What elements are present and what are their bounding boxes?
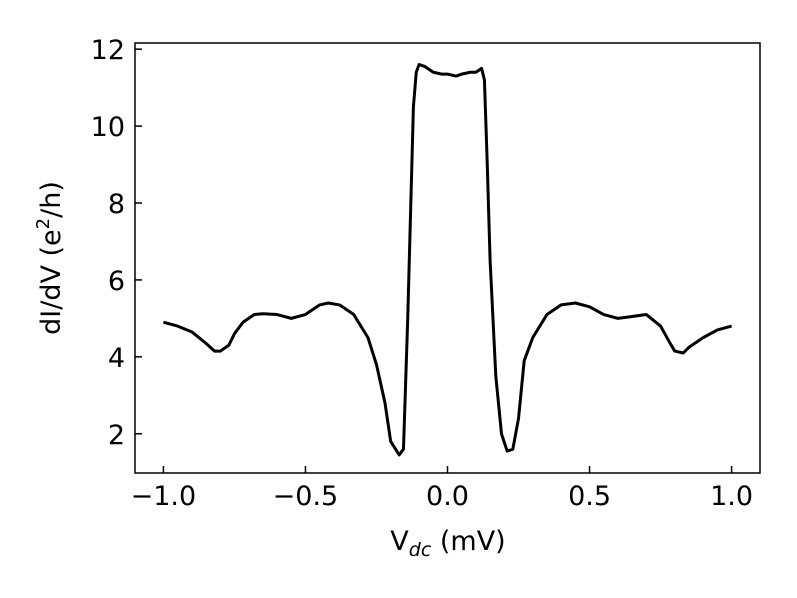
x-tick-label: 0.5	[568, 481, 611, 512]
y-tick-label: 10	[91, 112, 125, 143]
x-axis-label: Vdc (mV)	[390, 526, 505, 561]
y-label-sup: 2	[33, 218, 54, 229]
y-label-main: dI/dV (e	[36, 229, 67, 335]
x-tick-label: −0.5	[273, 481, 339, 512]
x-tick-label: 1.0	[710, 481, 753, 512]
y-tick-label: 4	[108, 343, 125, 374]
x-tick-label: −1.0	[131, 481, 197, 512]
x-label-unit: (mV)	[431, 526, 505, 557]
x-tick-label: 0.0	[426, 481, 469, 512]
y-tick-label: 2	[108, 420, 125, 451]
plot-frame	[134, 42, 761, 474]
x-label-main: V	[390, 526, 409, 557]
y-tick-label: 8	[108, 189, 125, 220]
y-axis-label: dI/dV (e2/h)	[33, 181, 67, 335]
y-label-unit: /h)	[36, 181, 67, 218]
data-line	[163, 63, 732, 457]
y-tick-label: 12	[91, 35, 125, 66]
y-tick-label: 6	[108, 266, 125, 297]
x-label-sub: dc	[409, 539, 432, 561]
